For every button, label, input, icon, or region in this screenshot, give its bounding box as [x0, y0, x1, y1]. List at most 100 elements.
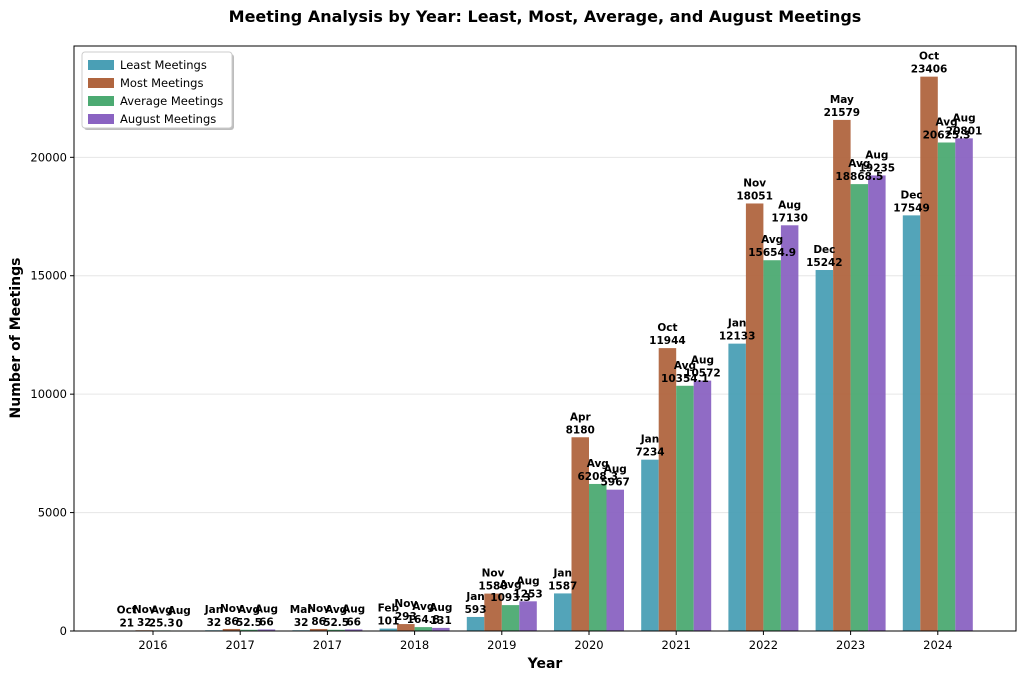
x-tick-label: 2021	[662, 638, 691, 652]
legend-entry: Most Meetings	[120, 76, 203, 90]
bar-value-label: 86	[311, 616, 326, 628]
bar-least-meetings-2023	[815, 270, 834, 631]
bar-layer	[118, 76, 973, 632]
bar-month-label: Dec	[901, 189, 923, 201]
y-tick-label: 10000	[30, 387, 67, 401]
bar-value-label: 10572	[684, 368, 721, 380]
y-tick-label: 0	[60, 624, 67, 638]
bar-value-label: 6208.3	[577, 471, 618, 483]
bar-month-label: Jan	[204, 604, 223, 616]
bar-month-label: Oct	[657, 322, 677, 334]
bar-month-label: Avg	[935, 117, 957, 129]
bar-value-label: 593	[465, 604, 487, 616]
bar-month-label: May	[830, 94, 854, 106]
bar-month-label: Jan	[727, 318, 746, 330]
chart-title: Meeting Analysis by Year: Least, Most, A…	[229, 7, 862, 26]
bar-most-meetings-2024	[920, 76, 938, 632]
bar-value-label: 32	[294, 617, 309, 629]
bar-month-label: Aug	[865, 149, 888, 161]
bar-value-label: 86	[224, 616, 239, 628]
bar-month-label: Nov	[743, 177, 766, 189]
bar-month-label: Avg	[674, 360, 696, 372]
bar-average-meetings-2017	[240, 629, 258, 631]
y-tick-label: 20000	[30, 150, 67, 164]
bar-value-label: 18868.5	[835, 171, 883, 183]
bar-average-meetings-2019	[501, 605, 520, 631]
bar-month-label: Avg	[587, 458, 609, 470]
bar-month-label: Oct	[919, 51, 939, 63]
bar-month-label: Avg	[761, 234, 783, 246]
bar-month-label: Aug	[342, 603, 365, 615]
bar-month-label: Apr	[570, 411, 592, 423]
x-tick-label: 2019	[487, 638, 516, 652]
bar-august-meetings-2017	[344, 629, 363, 631]
bar-value-label: 15654.9	[748, 247, 796, 259]
bar-most-meetings-2020	[571, 437, 589, 631]
bar-month-label: Aug	[429, 602, 452, 614]
bar-august-meetings-2024	[955, 138, 973, 632]
bar-august-meetings-2021	[693, 380, 712, 631]
bar-month-label: Avg	[325, 604, 347, 616]
bar-average-meetings-2023	[850, 184, 869, 631]
bar-most-meetings-2022	[745, 203, 764, 631]
bar-least-meetings-2020	[554, 593, 572, 631]
bar-most-meetings-2023	[833, 119, 851, 631]
bar-month-label: Nov	[133, 604, 156, 616]
bar-value-label: 15242	[806, 257, 843, 269]
legend-swatch	[88, 96, 114, 106]
bar-value-label: 66	[259, 616, 274, 628]
bar-value-label: 32	[207, 617, 222, 629]
x-tick-label: 2022	[749, 638, 778, 652]
bar-august-meetings-2019	[519, 601, 537, 631]
bar-value-label: 18051	[736, 190, 773, 202]
bar-value-label: 5967	[601, 477, 630, 489]
x-tick-label: 2017	[226, 638, 255, 652]
bar-most-meetings-2021	[658, 348, 677, 631]
bar-value-label: 131	[430, 615, 452, 627]
legend-box	[81, 51, 233, 129]
bar-month-label: Oct	[117, 605, 137, 617]
bar-value-label: 21	[119, 618, 134, 630]
bar-value-label: 10354.1	[661, 373, 709, 385]
x-axis-label: Year	[527, 656, 563, 672]
bar-august-meetings-2023	[868, 175, 886, 631]
bar-value-label: 1253	[513, 588, 542, 600]
bar-value-label: 7234	[635, 447, 664, 459]
bar-most-meetings-2017	[222, 628, 241, 631]
bar-value-label: 20625.3	[923, 130, 971, 142]
bar-month-label: Jan	[640, 434, 659, 446]
bar-value-label: 101	[377, 616, 399, 628]
bar-value-label: 19235	[859, 162, 896, 174]
x-tick-label: 2018	[400, 638, 429, 652]
bar-month-label: Jan	[465, 591, 484, 603]
x-tick-label: 2020	[574, 638, 603, 652]
bar-august-meetings-2018	[432, 627, 450, 631]
y-tick-label: 15000	[30, 269, 67, 283]
bar-least-meetings-2024	[902, 215, 921, 631]
bar-month-label: Aug	[516, 575, 539, 587]
bar-value-label: 21579	[824, 107, 861, 119]
bar-month-label: Avg	[151, 604, 173, 616]
y-tick-label: 5000	[38, 506, 67, 520]
bar-average-meetings-2020	[589, 483, 607, 631]
bar-month-label: Aug	[255, 603, 278, 615]
bar-value-label: 17130	[771, 212, 808, 224]
bar-most-meetings-2018	[397, 624, 415, 631]
bar-month-label: Aug	[778, 199, 801, 211]
x-tick-label: 2024	[923, 638, 952, 652]
bar-value-label: 293	[395, 611, 417, 623]
bar-value-label: 66	[346, 616, 361, 628]
bar-least-meetings-2019	[466, 616, 485, 631]
bar-value-label: 20801	[946, 125, 983, 137]
bar-average-meetings-2018	[414, 627, 433, 631]
bar-average-meetings-2021	[676, 385, 694, 631]
bar-month-label: Feb	[378, 603, 400, 615]
bar-month-label: Avg	[412, 601, 434, 613]
legend-entry: Least Meetings	[120, 58, 207, 72]
bar-value-label: 12133	[719, 331, 756, 343]
legend-swatch	[88, 114, 114, 124]
bar-average-meetings-2022	[763, 260, 781, 631]
bar-value-label: 25.3	[149, 617, 175, 629]
y-axis-label: Number of Meetings	[8, 258, 24, 419]
axis-layer: 0 5000 10000 15000 20000 2016 2017 2017 2018 2019…	[30, 45, 1017, 652]
